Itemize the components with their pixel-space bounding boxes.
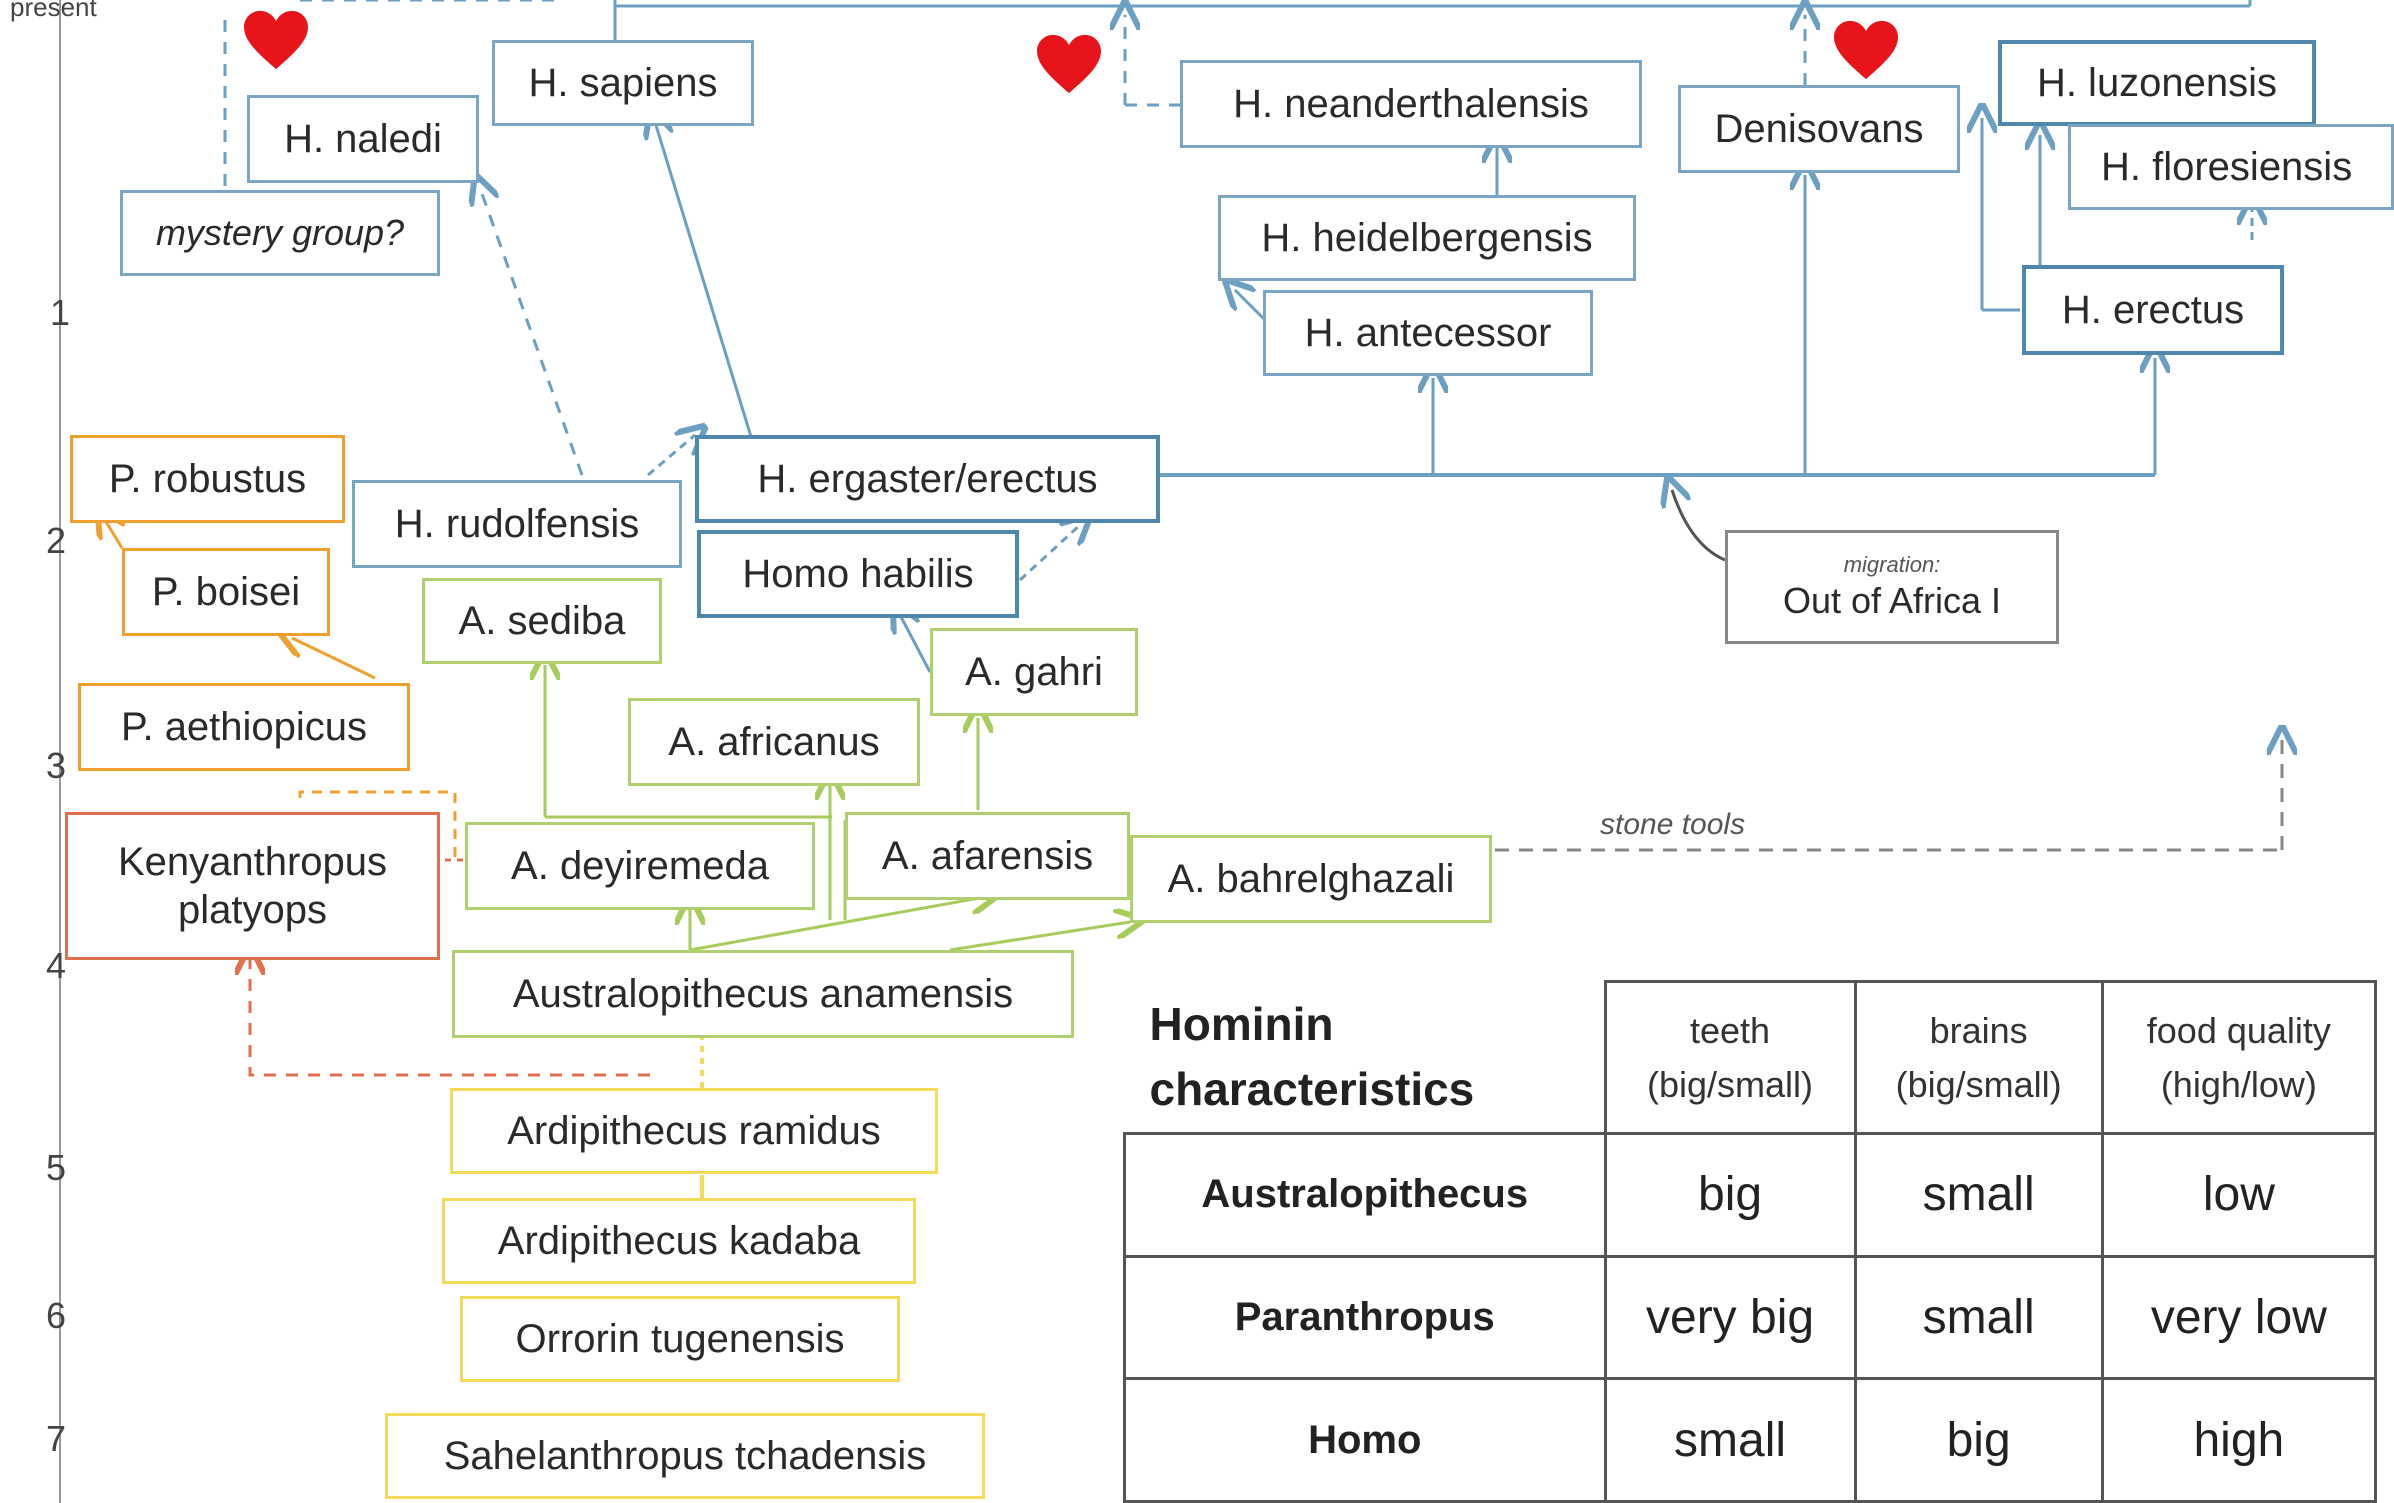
- column-header-line2: (big/small): [1895, 1063, 2062, 1105]
- migration-main-label: Out of Africa I: [1782, 579, 2002, 621]
- heart-icon: [1834, 20, 1898, 80]
- node-h-erectus: H. erectus: [2022, 265, 2284, 355]
- timeline-tick: 6: [46, 1295, 67, 1336]
- node-kenyanthropus-platyops: Kenyanthropus platyops: [65, 812, 440, 960]
- table-cell: small: [1853, 1132, 2104, 1258]
- column-header-line1: brains: [1929, 1009, 2028, 1051]
- node-h-antecessor: H. antecessor: [1263, 290, 1593, 376]
- timeline-tick: 2: [46, 520, 67, 561]
- node-homo-habilis: Homo habilis: [697, 530, 1019, 618]
- table-title-line2: characteristics: [1149, 1062, 1475, 1115]
- timeline-tick: 1: [50, 292, 71, 333]
- row-header: Homo: [1123, 1377, 1607, 1503]
- table-cell: very low: [2100, 1254, 2378, 1381]
- kenyanthropus-label-line2: platyops: [178, 888, 327, 932]
- node-ardipithecus-kadaba: Ardipithecus kadaba: [442, 1198, 916, 1284]
- table-cell: big: [1853, 1377, 2104, 1503]
- node-a-bahrelghazali: A. bahrelghazali: [1130, 835, 1492, 923]
- node-orrorin-tugenensis: Orrorin tugenensis: [460, 1296, 900, 1382]
- row-header: Paranthropus: [1123, 1254, 1607, 1381]
- table-row: Homo small big high: [1123, 1377, 2378, 1503]
- heart-icon: [244, 10, 308, 70]
- node-h-rudolfensis: H. rudolfensis: [352, 480, 682, 568]
- row-header: Australopithecus: [1123, 1132, 1607, 1258]
- node-h-sapiens: H. sapiens: [492, 40, 754, 126]
- table-row: Australopithecus big small low: [1123, 1132, 2378, 1258]
- node-h-heidelbergensis: H. heidelbergensis: [1218, 195, 1636, 281]
- node-h-ergaster-erectus: H. ergaster/erectus: [695, 435, 1160, 523]
- column-header-food-quality: food quality (high/low): [2100, 980, 2378, 1135]
- node-h-floresiensis: H. floresiensis: [2068, 124, 2394, 210]
- node-h-neanderthalensis: H. neanderthalensis: [1180, 60, 1642, 148]
- node-australopithecus-anamensis: Australopithecus anamensis: [452, 950, 1074, 1038]
- timeline-tick: 3: [46, 745, 67, 786]
- table-cell: small: [1853, 1254, 2104, 1381]
- timeline-tick: 4: [46, 945, 67, 986]
- table-cell: small: [1603, 1377, 1857, 1503]
- node-sahelanthropus-tchadensis: Sahelanthropus tchadensis: [385, 1413, 985, 1499]
- node-ardipithecus-ramidus: Ardipithecus ramidus: [450, 1088, 938, 1174]
- table-cell: big: [1603, 1132, 1857, 1258]
- node-h-naledi: H. naledi: [247, 95, 479, 183]
- node-denisovans: Denisovans: [1678, 85, 1960, 173]
- node-p-robustus: P. robustus: [70, 435, 345, 523]
- timeline-tick: 5: [46, 1147, 67, 1188]
- migration-out-of-africa-label: migration: Out of Africa I: [1725, 530, 2059, 644]
- node-a-deyiremeda: A. deyiremeda: [465, 822, 815, 910]
- table-row: Paranthropus very big small very low: [1123, 1254, 2378, 1381]
- node-a-afarensis: A. afarensis: [845, 812, 1130, 900]
- node-a-gahri: A. gahri: [930, 628, 1138, 716]
- column-header-teeth: teeth (big/small): [1603, 980, 1857, 1135]
- column-header-line2: (big/small): [1647, 1063, 1814, 1105]
- hominin-characteristics-table: Hominin characteristics teeth (big/small…: [1123, 980, 2378, 1503]
- table-cell: very big: [1603, 1254, 1857, 1381]
- node-a-africanus: A. africanus: [628, 698, 920, 786]
- node-mystery-group: mystery group?: [120, 190, 440, 276]
- column-header-line1: teeth: [1690, 1009, 1771, 1051]
- stone-tools-label: stone tools: [1600, 808, 1746, 841]
- column-header-line1: food quality: [2146, 1009, 2331, 1051]
- node-h-luzonensis: H. luzonensis: [1998, 40, 2316, 126]
- table-cell: low: [2100, 1132, 2378, 1258]
- heart-icon: [1037, 34, 1101, 94]
- node-a-sediba: A. sediba: [422, 578, 662, 664]
- table-title: Hominin characteristics: [1124, 981, 1607, 1135]
- node-p-boisei: P. boisei: [122, 548, 330, 636]
- table-cell: high: [2100, 1377, 2378, 1503]
- migration-small-label: migration:: [1843, 552, 1941, 578]
- column-header-line2: (high/low): [2160, 1063, 2317, 1105]
- column-header-brains: brains (big/small): [1853, 980, 2104, 1135]
- kenyanthropus-label-line1: Kenyanthropus: [117, 840, 388, 884]
- node-p-aethiopicus: P. aethiopicus: [78, 683, 410, 771]
- table-title-line1: Hominin: [1149, 998, 1334, 1051]
- timeline-present-label: present: [10, 0, 97, 22]
- timeline-tick: 7: [46, 1418, 67, 1459]
